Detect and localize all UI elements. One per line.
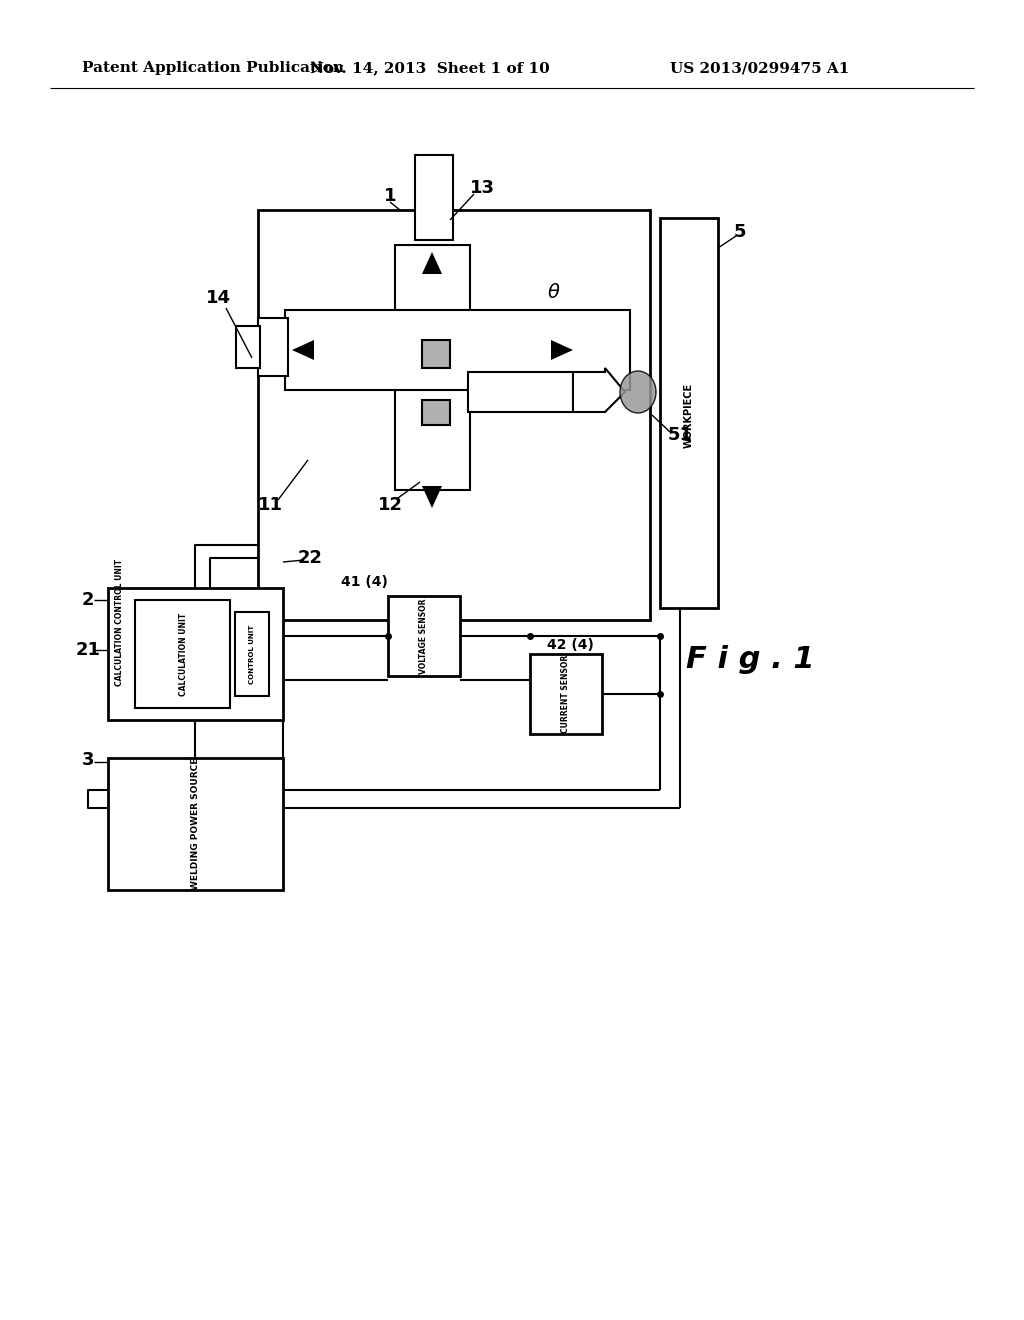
Text: CURRENT SENSOR: CURRENT SENSOR (561, 655, 570, 733)
Bar (395, 246, 470, 490)
Bar (530, 653, 602, 734)
Text: F i g . 1: F i g . 1 (686, 645, 814, 675)
Text: Patent Application Publication: Patent Application Publication (82, 61, 344, 75)
Text: 21: 21 (76, 642, 100, 659)
Bar (388, 597, 460, 676)
Text: 5: 5 (734, 223, 746, 242)
Bar (258, 210, 650, 620)
Text: $\theta$: $\theta$ (547, 282, 561, 301)
Bar (660, 218, 718, 609)
Text: 14: 14 (206, 289, 230, 308)
Bar (108, 758, 283, 890)
Text: 41 (4): 41 (4) (341, 576, 387, 589)
Text: CONTROL UNIT: CONTROL UNIT (249, 624, 255, 684)
Text: CALCULATION CONTROL UNIT: CALCULATION CONTROL UNIT (115, 558, 124, 685)
FancyArrow shape (292, 341, 360, 360)
Text: 51: 51 (668, 426, 692, 444)
Text: 12: 12 (378, 496, 402, 513)
Text: US 2013/0299475 A1: US 2013/0299475 A1 (671, 61, 850, 75)
Text: CALCULATION UNIT: CALCULATION UNIT (178, 612, 187, 696)
Text: 22: 22 (298, 549, 323, 568)
Text: 13: 13 (469, 180, 495, 197)
Bar (422, 341, 450, 368)
Text: 11: 11 (257, 496, 283, 513)
Bar (135, 601, 230, 708)
Text: WORKPIECE: WORKPIECE (684, 383, 694, 447)
Text: 3: 3 (82, 751, 94, 770)
Bar (108, 587, 283, 719)
FancyArrow shape (422, 252, 442, 330)
FancyArrow shape (422, 430, 442, 508)
Bar (415, 154, 453, 240)
Text: 42 (4): 42 (4) (547, 638, 594, 652)
Text: 1: 1 (384, 187, 396, 205)
FancyArrow shape (505, 341, 573, 360)
Bar (258, 318, 288, 376)
Text: WELDING POWER SOURCE: WELDING POWER SOURCE (190, 758, 200, 890)
Bar (234, 612, 269, 696)
Text: 2: 2 (82, 591, 94, 609)
Bar (468, 372, 573, 412)
Text: VOLTAGE SENSOR: VOLTAGE SENSOR (420, 598, 428, 673)
Text: Nov. 14, 2013  Sheet 1 of 10: Nov. 14, 2013 Sheet 1 of 10 (310, 61, 550, 75)
Bar (236, 326, 260, 368)
Ellipse shape (620, 371, 656, 413)
Polygon shape (573, 368, 625, 412)
Bar (285, 310, 630, 389)
Bar (422, 400, 450, 425)
